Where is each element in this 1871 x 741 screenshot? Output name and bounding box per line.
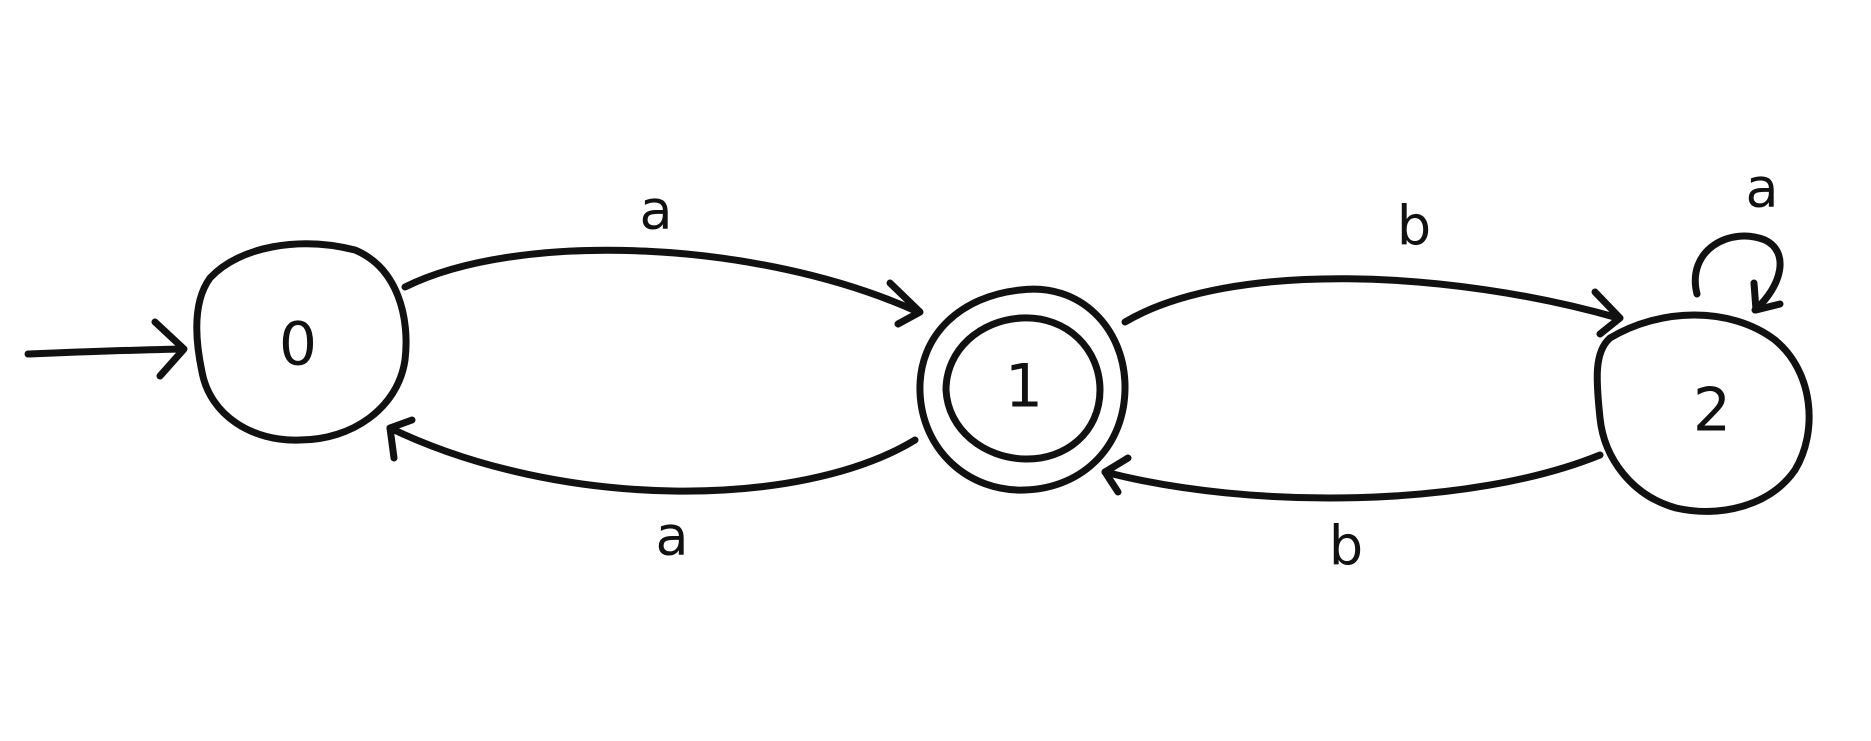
state-1: 1 <box>916 285 1129 494</box>
edge-2-to-1: b <box>1101 451 1604 578</box>
edge-2-to-1-label: b <box>1329 515 1363 578</box>
edge-1-to-0: a <box>386 416 919 568</box>
edge-0-to-1: a <box>401 179 924 328</box>
state-1-outer-circle <box>916 285 1129 494</box>
edge-1-to-2: b <box>1121 195 1624 338</box>
edge-1-to-2-label: b <box>1397 195 1431 258</box>
state-2-label: 2 <box>1693 376 1731 446</box>
edge-2-self-loop: a <box>1691 157 1784 314</box>
edge-2-self-loop-label: a <box>1745 157 1778 220</box>
start-arrow <box>24 318 188 380</box>
state-2: 2 <box>1593 311 1813 515</box>
state-0-label: 0 <box>279 310 317 380</box>
edge-0-to-1-label: a <box>639 179 672 242</box>
state-2-circle <box>1593 311 1813 515</box>
state-1-label: 1 <box>1005 352 1043 422</box>
state-0: 0 <box>193 240 410 444</box>
edge-1-to-0-label: a <box>655 505 688 568</box>
state-0-circle <box>193 240 410 444</box>
state-1-inner-circle <box>942 314 1104 463</box>
